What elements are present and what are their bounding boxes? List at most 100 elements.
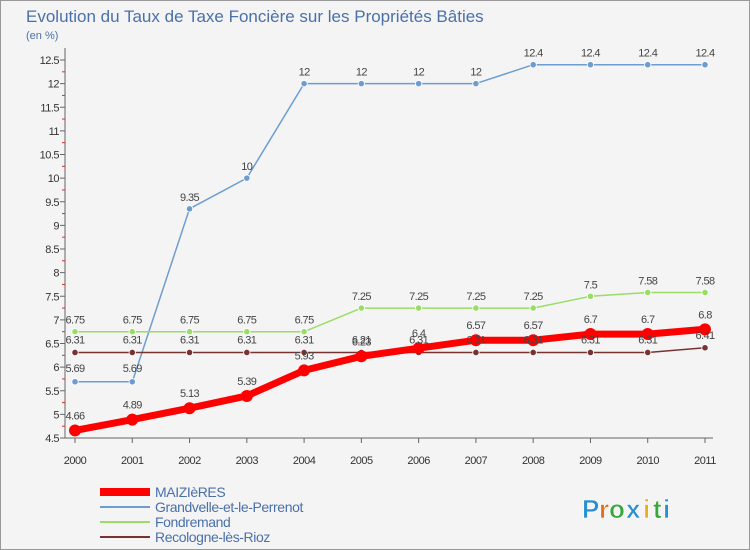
data-point (584, 328, 597, 341)
x-tick-label: 2011 (694, 455, 716, 467)
data-point (641, 328, 654, 341)
data-point (185, 348, 194, 357)
data-label: 6.23 (352, 336, 371, 348)
data-point (472, 304, 480, 312)
data-point (529, 304, 537, 312)
data-point (644, 348, 652, 357)
y-tick-label: 6 (53, 362, 59, 374)
x-tick-label: 2005 (350, 455, 373, 467)
data-point (240, 389, 253, 402)
data-point (527, 334, 540, 347)
data-label: 7.25 (409, 291, 428, 303)
legend-label: Fondremand (155, 514, 230, 530)
logo-letter: i (643, 494, 650, 524)
data-label: 6.4 (412, 328, 426, 340)
data-point (243, 174, 251, 182)
data-point (298, 364, 311, 377)
y-tick-label: 12 (48, 79, 60, 91)
x-tick-label: 2003 (236, 455, 259, 467)
data-label: 12.4 (524, 48, 543, 60)
data-label: 6.31 (123, 334, 142, 346)
logo-letter: x (626, 494, 641, 524)
data-label: 7.58 (695, 275, 714, 287)
logo-letter: o (609, 494, 625, 524)
data-point (183, 402, 196, 415)
data-point (71, 328, 79, 336)
data-point (69, 424, 81, 437)
data-label: 6.21 (352, 334, 371, 346)
data-label: 12 (470, 67, 482, 79)
data-point (300, 328, 308, 336)
y-tick-label: 4.5 (45, 433, 59, 445)
data-label: 7.25 (524, 291, 543, 303)
data-point (300, 348, 308, 357)
data-label: 6.31 (638, 334, 657, 346)
y-tick-label: 6.5 (45, 339, 59, 351)
data-label: 6.31 (581, 334, 600, 346)
y-tick-label: 11 (49, 126, 60, 138)
logo-letter: i (663, 494, 670, 524)
data-point (300, 80, 308, 88)
y-tick-label: 8.5 (45, 244, 59, 256)
data-point (701, 61, 709, 69)
data-point (128, 378, 136, 386)
data-label: 6.75 (237, 315, 256, 327)
data-label: 5.39 (237, 376, 256, 388)
data-point (355, 350, 368, 363)
data-label: 5.13 (180, 388, 199, 400)
x-tick-label: 2002 (178, 455, 201, 467)
data-point (586, 348, 595, 357)
data-label: 5.69 (65, 363, 84, 375)
data-label: 6.75 (123, 315, 142, 327)
data-label: 12.4 (638, 48, 657, 60)
y-tick-label: 5 (53, 409, 59, 421)
data-label: 12.4 (695, 48, 714, 60)
chart-title: Evolution du Taux de Taxe Foncière sur l… (26, 7, 484, 26)
data-label: 4.89 (123, 400, 142, 412)
data-label: 6.75 (180, 315, 199, 327)
data-label: 7.5 (584, 279, 598, 291)
data-point (415, 80, 423, 88)
data-point (415, 304, 423, 312)
data-label: 5.69 (123, 363, 142, 375)
x-tick-label: 2010 (636, 455, 659, 467)
data-point (586, 61, 595, 69)
data-point (185, 205, 194, 213)
data-point (701, 288, 709, 297)
data-point (412, 342, 425, 355)
series-line-2 (74, 291, 706, 333)
legend-label: Grandvelle-et-le-Perrenot (155, 499, 303, 515)
data-point (357, 304, 365, 312)
data-point (644, 288, 652, 297)
y-tick-label: 10.5 (40, 150, 60, 162)
data-label: 12 (356, 67, 368, 79)
data-label: 12.4 (581, 48, 600, 60)
x-tick-label: 2009 (579, 455, 602, 467)
data-label: 12 (413, 67, 425, 79)
data-label: 7.25 (352, 291, 371, 303)
y-tick-label: 11.5 (40, 102, 59, 114)
y-tick-label: 12.5 (40, 55, 60, 67)
x-tick-label: 2006 (407, 455, 430, 467)
series-line-1 (74, 63, 706, 383)
data-label: 6.75 (295, 315, 314, 327)
data-label: 6.31 (237, 334, 256, 346)
data-label: 6.41 (695, 330, 714, 342)
data-label: 6.31 (409, 334, 428, 346)
data-label: 4.66 (65, 410, 84, 422)
y-tick-label: 9 (53, 220, 59, 232)
data-point (71, 348, 79, 357)
legend-label: MAIZIèRES (155, 484, 225, 500)
data-point (128, 328, 136, 336)
y-tick-label: 8 (53, 268, 59, 280)
data-label: 6.31 (524, 334, 543, 346)
data-label: 7.25 (466, 291, 485, 303)
data-label: 6.31 (65, 334, 84, 346)
x-tick-label: 2007 (465, 455, 488, 467)
data-point (357, 80, 365, 88)
data-point (71, 378, 79, 386)
data-label: 6.31 (295, 334, 314, 346)
data-point (529, 61, 537, 69)
x-tick-label: 2008 (522, 455, 545, 467)
